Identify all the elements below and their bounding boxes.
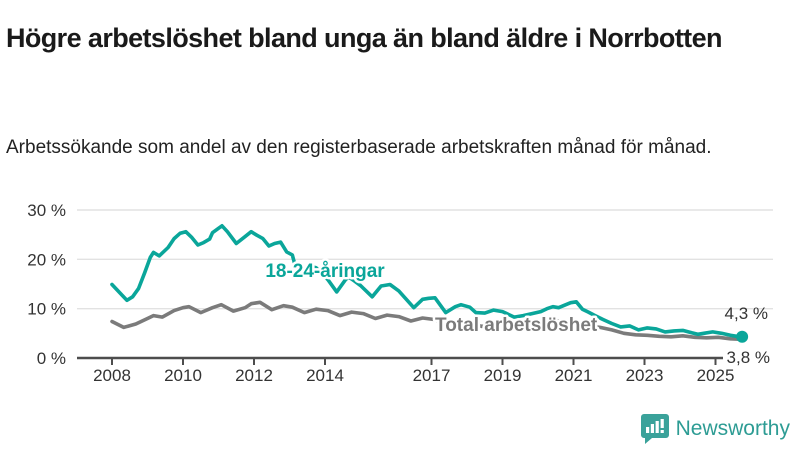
x-tick-label: 2019 (484, 366, 522, 385)
y-tick-label: 0 % (37, 349, 66, 368)
series-lines (110, 223, 749, 343)
logo-exclamation-stem (660, 419, 664, 428)
youth-series-line (110, 223, 744, 339)
total-end-value-label: 3,8 % (727, 348, 770, 367)
logo-bar-1 (645, 427, 649, 433)
x-tick-label: 2023 (626, 366, 664, 385)
x-tick-label: 2014 (306, 366, 344, 385)
youth-series-label: 18-24-åringar (265, 261, 385, 282)
newsworthy-logo-icon (640, 414, 669, 444)
chart-area: 0 % 10 % 20 % 30 % 2008 2010 2012 2014 2017 2019… (0, 185, 800, 400)
x-tick-label: 2025 (697, 366, 735, 385)
total-series-label: Total arbetslöshet (435, 315, 598, 336)
logo-bar-2 (650, 424, 654, 433)
x-axis-labels: 2008 2010 2012 2014 2017 2019 2021 2023 2025 (93, 366, 734, 385)
logo-exclamation-dot (660, 430, 664, 433)
x-axis (77, 356, 773, 365)
brand-name: Newsworthy (675, 417, 790, 440)
unemployment-line-chart: 0 % 10 % 20 % 30 % 2008 2010 2012 2014 2017 2019… (27, 201, 775, 385)
y-axis-labels: 0 % 10 % 20 % 30 % (27, 201, 66, 368)
youth-end-value-label: 4,3 % (725, 304, 768, 323)
chart-subtitle: Arbetssökande som andel av den registerb… (6, 137, 712, 158)
y-tick-label: 10 % (27, 300, 66, 319)
logo-bar-3 (655, 421, 659, 433)
gridlines (77, 209, 773, 310)
x-tick-label: 2017 (413, 366, 451, 385)
youth-series-end-dot (736, 330, 749, 343)
total-end-label-backdrop (723, 350, 775, 366)
page-title: Högre arbetslöshet bland unga än bland ä… (6, 23, 722, 54)
y-tick-label: 20 % (27, 250, 66, 269)
x-tick-label: 2021 (555, 366, 593, 385)
total-series-line (110, 300, 744, 342)
brand-footer: Newsworthy (640, 414, 790, 444)
x-tick-label: 2012 (235, 366, 273, 385)
x-tick-label: 2010 (164, 366, 202, 385)
y-tick-label: 30 % (27, 201, 66, 220)
x-tick-label: 2008 (93, 366, 131, 385)
